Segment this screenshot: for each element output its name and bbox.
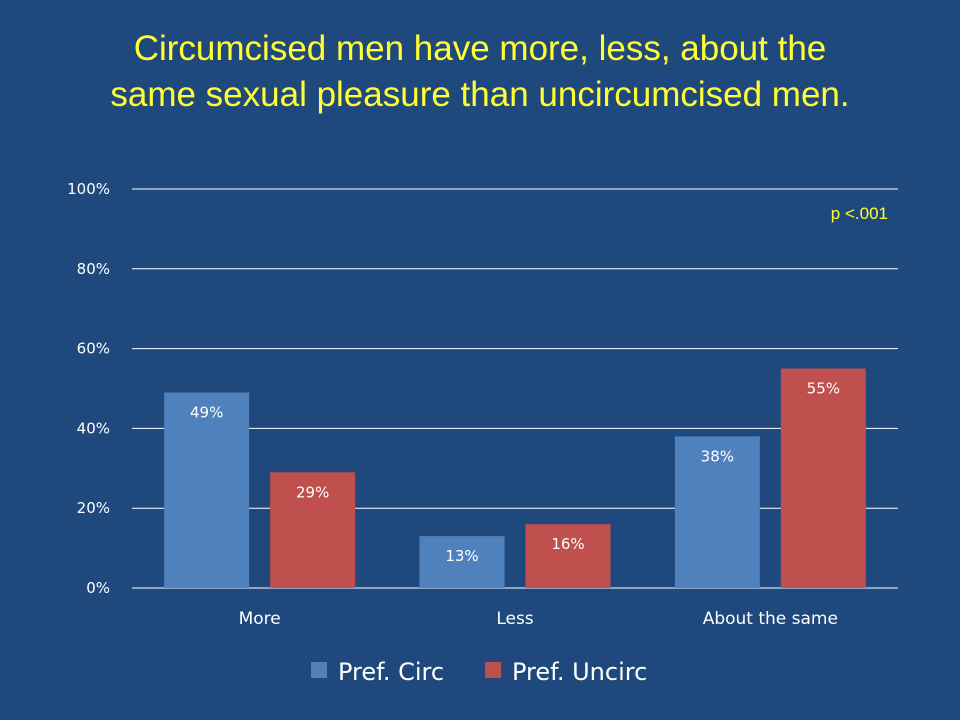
- y-tick-label: 100%: [67, 180, 110, 198]
- data-label: 38%: [701, 447, 734, 465]
- chart-title-line-1: Circumcised men have more, less, about t…: [133, 29, 827, 68]
- bars: [164, 368, 866, 588]
- y-tick-label: 60%: [77, 340, 110, 358]
- legend-swatch: [311, 662, 327, 678]
- bar-pref-circ-less: [419, 536, 505, 588]
- x-category-label: About the same: [703, 609, 838, 629]
- data-label: 55%: [807, 380, 840, 398]
- data-labels: 49% 29% 13% 16% 38% 55%: [190, 380, 840, 566]
- data-label: 29%: [296, 483, 329, 501]
- bar-pref-circ-more: [164, 392, 250, 588]
- x-category-label: More: [239, 609, 281, 629]
- legend-label: Pref. Circ: [338, 658, 444, 686]
- bar-pref-circ-about-the-same: [674, 436, 760, 588]
- legend-label: Pref. Uncirc: [512, 658, 647, 686]
- y-tick-label: 20%: [77, 499, 110, 517]
- p-value-annotation: p <.001: [831, 204, 888, 223]
- legend-swatch: [485, 662, 501, 678]
- y-tick-label: 0%: [86, 579, 110, 597]
- bar-pref-uncirc-less: [525, 524, 611, 588]
- data-label: 16%: [551, 535, 584, 553]
- y-tick-label: 40%: [77, 419, 110, 437]
- y-tick-label: 80%: [77, 260, 110, 278]
- x-category-label: Less: [496, 609, 533, 629]
- gridlines: [132, 188, 898, 589]
- x-axis-categories: More Less About the same: [239, 609, 838, 629]
- y-axis-ticks: 0% 20% 40% 60% 80% 100%: [67, 180, 110, 597]
- legend: Pref. Circ Pref. Uncirc: [311, 658, 647, 686]
- data-label: 13%: [445, 547, 478, 565]
- chart-title: Circumcised men have more, less, about t…: [0, 26, 960, 118]
- bar-pref-uncirc-about-the-same: [780, 368, 866, 588]
- data-label: 49%: [190, 403, 223, 421]
- bar-pref-uncirc-more: [270, 472, 356, 588]
- chart-title-line-2: same sexual pleasure than uncircumcised …: [110, 75, 850, 114]
